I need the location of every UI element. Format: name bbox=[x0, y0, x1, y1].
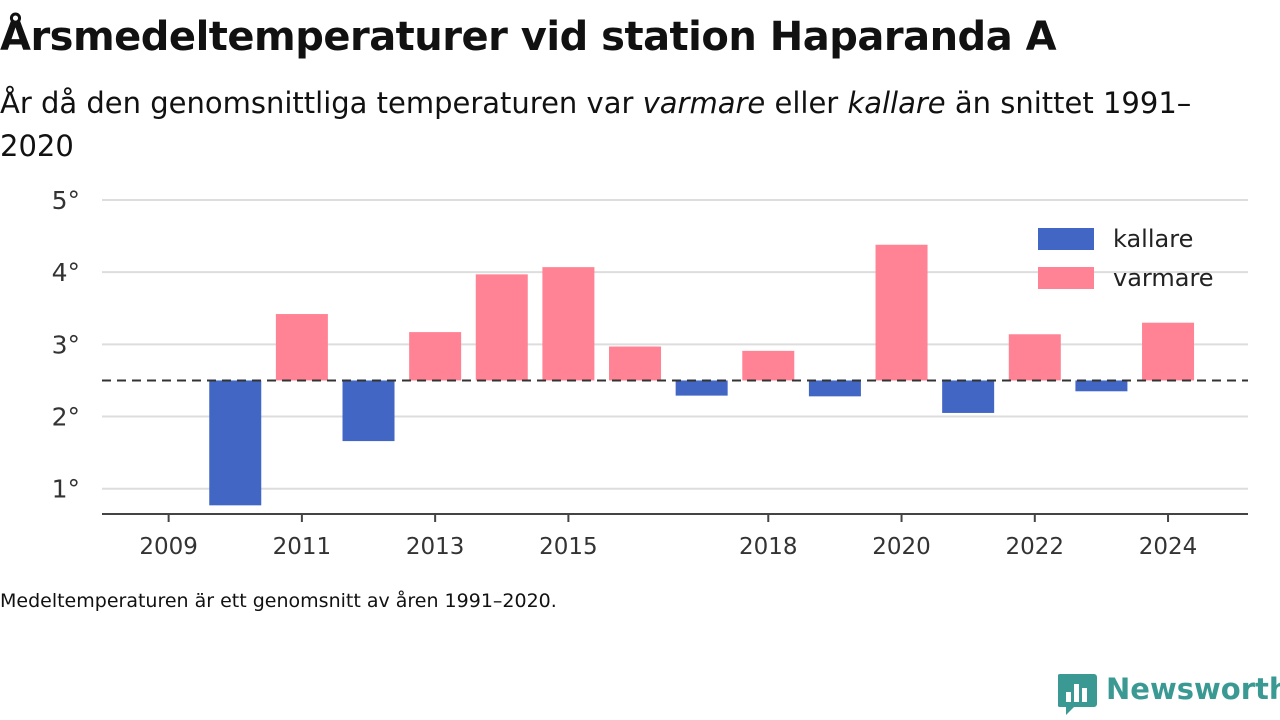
x-tick-label: 2015 bbox=[539, 534, 598, 560]
legend-label-varmare: varmare bbox=[1113, 264, 1214, 292]
bar-2021 bbox=[942, 380, 995, 413]
bar-chart: 1° 2° 3° 4° 5° 2009 2011 2013 2015 2018 2020 2022 20… bbox=[52, 186, 1248, 560]
bar-2022 bbox=[1008, 334, 1061, 381]
chart-title: Årsmedeltemperaturer vid station Haparan… bbox=[0, 14, 1057, 60]
bar-2012 bbox=[342, 380, 395, 442]
bar-2015 bbox=[542, 267, 595, 381]
y-tick-label: 4° bbox=[52, 258, 80, 287]
bar-2010 bbox=[209, 380, 262, 506]
bar-2011 bbox=[275, 314, 328, 381]
y-tick-label: 5° bbox=[52, 186, 80, 215]
legend-label-kallare: kallare bbox=[1113, 225, 1193, 253]
bar-2019 bbox=[808, 380, 861, 397]
bar-2023 bbox=[1075, 380, 1128, 392]
y-tick-label: 1° bbox=[52, 475, 80, 504]
bar-2018 bbox=[742, 350, 795, 381]
subtitle-cold: kallare bbox=[847, 86, 946, 120]
bar-2017 bbox=[675, 380, 728, 396]
bar-2014 bbox=[475, 274, 528, 381]
bar-2020 bbox=[875, 244, 928, 381]
brand-logo: Newsworthy bbox=[1058, 670, 1280, 716]
bar-2013 bbox=[409, 332, 462, 381]
bar-chart-speech-bubble-icon bbox=[1058, 674, 1097, 715]
footnote: Medeltemperaturen är ett genomsnitt av å… bbox=[0, 590, 557, 612]
y-tick-label: 2° bbox=[52, 403, 80, 432]
x-tick-label: 2009 bbox=[139, 534, 198, 560]
bar-2016 bbox=[609, 346, 662, 381]
subtitle-post: än snittet 1991–2020 bbox=[0, 86, 1192, 163]
x-tick-label: 2022 bbox=[1006, 534, 1065, 560]
x-tick-label: 2018 bbox=[739, 534, 798, 560]
legend-swatch-varmare bbox=[1038, 267, 1094, 289]
chart-subtitle: År då den genomsnittliga temperaturen va… bbox=[0, 82, 1200, 168]
legend-swatch-kallare bbox=[1038, 228, 1094, 250]
bar-2024 bbox=[1142, 322, 1195, 381]
subtitle-pre: År då den genomsnittliga temperaturen va… bbox=[0, 86, 643, 120]
brand-name: Newsworthy bbox=[1106, 672, 1280, 706]
y-tick-label: 3° bbox=[52, 330, 80, 359]
x-tick-label: 2011 bbox=[273, 534, 332, 560]
x-tick-label: 2013 bbox=[406, 534, 465, 560]
x-tick-label: 2024 bbox=[1139, 534, 1198, 560]
subtitle-warm: varmare bbox=[642, 86, 766, 120]
x-tick-label: 2020 bbox=[872, 534, 931, 560]
subtitle-mid: eller bbox=[765, 86, 848, 120]
